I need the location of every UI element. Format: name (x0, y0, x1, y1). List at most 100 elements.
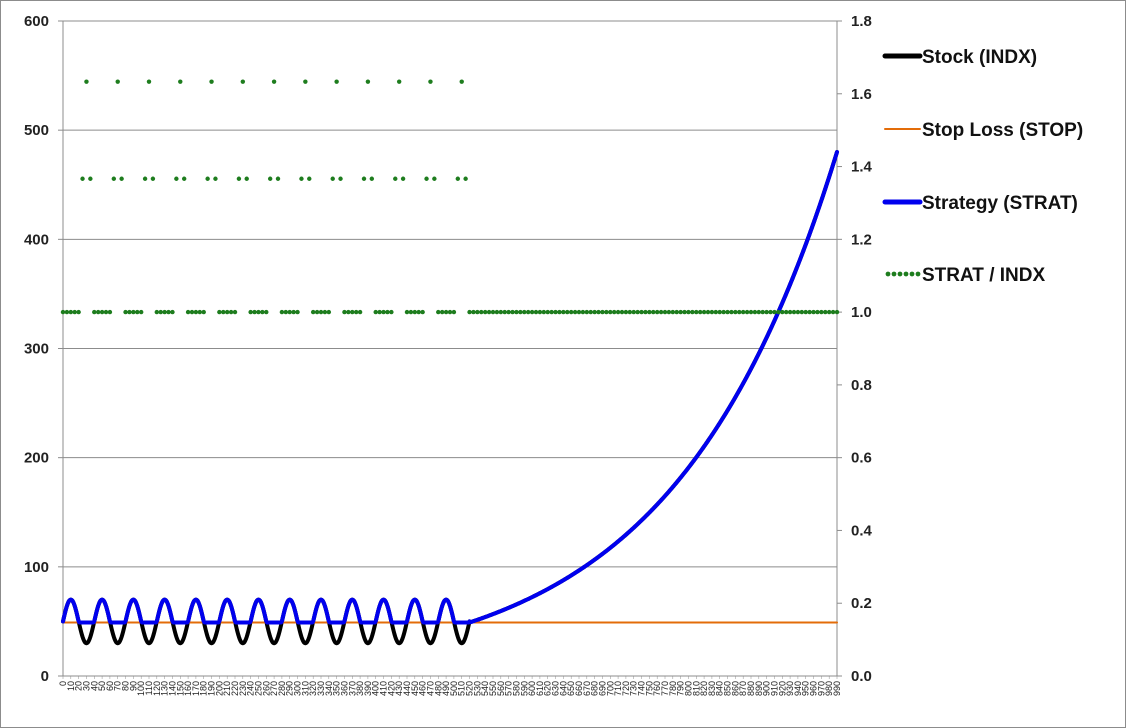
ratio-point (310, 309, 316, 315)
x-tick-label: 230 (238, 681, 248, 696)
ratio-point (834, 309, 840, 315)
ratio-point (830, 309, 836, 315)
ratio-point (436, 309, 441, 315)
ratio-point (701, 309, 707, 315)
ratio-point (479, 309, 484, 315)
ratio-point (299, 176, 304, 181)
x-tick-label: 310 (300, 681, 310, 696)
x-tick-label: 480 (433, 681, 443, 696)
ratio-point (95, 309, 101, 315)
x-tick-label: 240 (246, 681, 256, 696)
x-tick-label: 550 (488, 681, 498, 696)
gridlines (58, 20, 842, 679)
x-tick-label: 780 (668, 681, 678, 696)
ratio-point (224, 309, 230, 315)
ratio-point (342, 309, 347, 315)
ratio-point (791, 309, 797, 315)
ratio-point (353, 309, 359, 315)
x-tick-label: 430 (394, 681, 404, 696)
ratio-point (756, 309, 762, 315)
x-tick-label: 820 (699, 681, 709, 696)
ratio-point (369, 176, 375, 181)
ratio-point (799, 309, 805, 315)
ratio-point (185, 309, 191, 315)
ratio-point (365, 79, 371, 84)
ratio-point (733, 309, 738, 315)
plot-series (60, 79, 840, 646)
ratio-point (275, 176, 281, 181)
ratio-point (643, 309, 648, 315)
right-y-axis: 0.0 0.2 0.4 0.6 0.8 1.0 1.2 1.4 1.6 1.8 (851, 13, 873, 685)
ratio-point (393, 176, 398, 181)
x-tick-label: 220 (230, 681, 240, 696)
ratio-point (291, 309, 296, 315)
left-y-axis: 0 100 200 300 400 500 600 (24, 13, 49, 685)
x-axis: 0102030405060708090100110120130140150160… (58, 681, 842, 696)
ratio-point (725, 309, 730, 315)
x-tick-label: 620 (543, 681, 553, 696)
ratio-point (639, 309, 644, 315)
ratio-point (678, 309, 683, 315)
ratio-point (674, 309, 679, 315)
x-tick-label: 380 (355, 681, 365, 696)
x-tick-label: 810 (691, 681, 701, 696)
ratio-point (729, 309, 734, 315)
ratio-point (267, 176, 273, 181)
ratio-point (99, 309, 105, 315)
ratio-point (623, 309, 629, 315)
x-tick-label: 80 (121, 681, 131, 691)
left-tick-label: 400 (24, 231, 49, 248)
ratio-point (84, 79, 89, 84)
ratio-point (111, 176, 117, 181)
ratio-point (236, 176, 242, 181)
ratio-point (467, 309, 472, 315)
x-tick-label: 950 (801, 681, 811, 696)
ratio-point (502, 309, 507, 315)
ratio-point (737, 309, 742, 315)
ratio-point (381, 309, 386, 315)
right-tick-label: 1.4 (851, 159, 873, 176)
x-tick-label: 530 (472, 681, 482, 696)
ratio-point (338, 176, 343, 181)
ratio-point (330, 176, 335, 181)
ratio-point (68, 309, 74, 315)
ratio-point (670, 309, 676, 315)
ratio-point (64, 309, 70, 315)
right-tick-label: 1.2 (851, 231, 872, 248)
x-tick-label: 160 (183, 681, 193, 696)
ratio-point (541, 309, 547, 315)
ratio-point (408, 309, 414, 315)
ratio-point (209, 79, 214, 84)
ratio-point (416, 309, 421, 315)
ratio-point (158, 309, 163, 315)
ratio-point (561, 309, 566, 315)
ratio-point (619, 309, 625, 315)
ratio-point (518, 309, 523, 315)
x-tick-label: 30 (81, 681, 91, 691)
x-tick-label: 20 (74, 681, 84, 691)
x-tick-label: 180 (199, 681, 209, 696)
ratio-point (576, 309, 582, 315)
x-tick-label: 100 (136, 681, 146, 696)
x-tick-label: 40 (89, 681, 99, 691)
ratio-point (787, 309, 793, 315)
ratio-point (314, 309, 320, 315)
x-tick-label: 320 (308, 681, 318, 696)
x-tick-label: 840 (715, 681, 725, 696)
ratio-point (389, 309, 394, 315)
ratio-point (221, 309, 226, 315)
ratio-point (232, 309, 238, 315)
ratio-point (592, 309, 597, 315)
ratio-point (768, 309, 773, 315)
ratio-point (420, 309, 425, 315)
ratio-point (279, 309, 285, 315)
ratio-point (303, 79, 308, 84)
ratio-point (780, 309, 785, 315)
ratio-point (709, 309, 715, 315)
ratio-point (127, 309, 132, 315)
ratio-point (776, 309, 781, 315)
ratio-point (717, 309, 722, 315)
x-tick-label: 260 (261, 681, 271, 696)
